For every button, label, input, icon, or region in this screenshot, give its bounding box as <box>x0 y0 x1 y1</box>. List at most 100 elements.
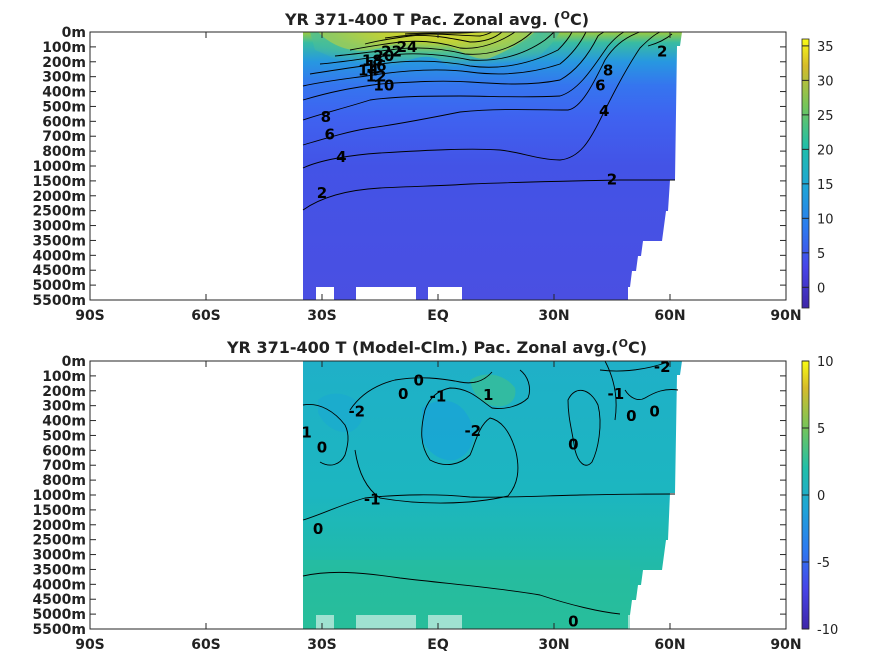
y-tick-label: 100m <box>42 369 86 385</box>
chart-title: YR 371-400 T (Model-Clm.) Pac. Zonal avg… <box>226 337 647 358</box>
colorbar-tick-label: -5 <box>817 556 830 571</box>
contour-label: -2 <box>654 358 671 376</box>
temperature-field <box>303 32 682 300</box>
contour-label: 0 <box>568 435 578 453</box>
y-tick-label: 2500m <box>32 204 86 220</box>
contour-lines <box>302 360 679 615</box>
y-tick-label: 3500m <box>32 562 86 578</box>
contour-label: -2 <box>464 422 481 440</box>
y-tick-label: 300m <box>42 70 86 86</box>
x-tick-label: 30N <box>538 308 569 324</box>
y-tick-label: 600m <box>42 443 86 459</box>
x-tick-label: 60S <box>191 308 221 324</box>
contour-label: 2 <box>607 170 617 188</box>
contour-label: -2 <box>348 403 365 421</box>
colorbar-tick-label: 10 <box>817 355 834 370</box>
contour-label: 2 <box>657 42 667 60</box>
contour-label: -1 <box>608 385 625 403</box>
contour-label: 2 <box>317 184 327 202</box>
contour-label: -1 <box>364 490 381 508</box>
contour-label: 16 <box>366 57 387 75</box>
x-tick-label: 90N <box>770 637 801 653</box>
contour-label: 0 <box>649 403 659 421</box>
y-tick-label: 2500m <box>32 533 86 549</box>
contour-label: 20 <box>373 47 394 65</box>
contour-label: 1 <box>483 386 493 404</box>
colorbar-ticks: 10 5 0 -5 -10 <box>802 355 838 638</box>
y-tick-label: 500m <box>42 428 86 444</box>
x-axis: 90S 60S 30S EQ 30N 60N 90N <box>75 32 802 324</box>
contour-label: -1 <box>430 388 447 406</box>
colorbar-tick-label: 25 <box>817 109 834 124</box>
contour-label: 4 <box>599 102 609 120</box>
y-tick-label: 200m <box>42 384 86 400</box>
y-tick-label: 800m <box>42 144 86 160</box>
contour-label: 6 <box>595 77 605 95</box>
y-tick-label: 4500m <box>32 263 86 279</box>
y-tick-label: 5000m <box>32 278 86 294</box>
colorbar-tick-label: -10 <box>817 623 838 638</box>
y-tick-label: 400m <box>42 85 86 101</box>
contour-label: 22 <box>381 42 402 60</box>
x-tick-label: 30S <box>307 308 337 324</box>
contour-label: 0 <box>313 520 323 538</box>
contour-label: 0 <box>317 438 327 456</box>
y-tick-label: 1000m <box>32 488 86 504</box>
x-tick-label: 60N <box>654 637 685 653</box>
colorbar-scale <box>801 38 810 309</box>
y-tick-label: 300m <box>42 399 86 415</box>
contour-label: 0 <box>413 371 423 389</box>
contour-label: 0 <box>398 385 408 403</box>
contour-label: 14 <box>358 62 379 80</box>
contour-label: 10 <box>373 77 394 95</box>
y-tick-label: 1000m <box>32 159 86 175</box>
y-tick-label: 1500m <box>32 174 86 190</box>
bottom-panel: YR 371-400 T (Model-Clm.) Pac. Zonal avg… <box>32 337 838 654</box>
colorbar-tick-label: 10 <box>817 212 834 227</box>
colorbar-tick-label: 30 <box>817 74 834 89</box>
y-tick-label: 0m <box>62 25 86 41</box>
colorbar-tick-label: 35 <box>817 40 834 55</box>
top-panel: YR 371-400 T Pac. Zonal avg. (OC) 242220… <box>32 9 833 325</box>
contour-label: 8 <box>321 108 331 126</box>
y-tick-label: 5500m <box>32 622 86 638</box>
y-tick-label: 100m <box>42 40 86 56</box>
colorbar-tick-label: 0 <box>817 281 825 296</box>
y-tick-label: 400m <box>42 414 86 430</box>
temperature-difference-field <box>303 361 682 629</box>
y-tick-label: 4500m <box>32 592 86 608</box>
y-tick-label: 4000m <box>32 248 86 264</box>
y-tick-label: 700m <box>42 129 86 145</box>
y-tick-label: 3000m <box>32 548 86 564</box>
contour-label: 18 <box>362 51 383 69</box>
contour-label: 4 <box>336 148 346 166</box>
y-tick-label: 0m <box>62 354 86 370</box>
y-tick-label: 5000m <box>32 607 86 623</box>
contour-label: 8 <box>603 62 613 80</box>
y-tick-label: 2000m <box>32 189 86 205</box>
y-tick-label: 3000m <box>32 219 86 235</box>
y-tick-label: 500m <box>42 99 86 115</box>
x-tick-label: 90S <box>75 637 105 653</box>
x-axis: 90S 60S 30S EQ 30N 60N 90N <box>75 361 802 653</box>
colorbar-tick-label: 0 <box>817 489 825 504</box>
x-tick-label: EQ <box>427 308 449 324</box>
x-tick-label: 60N <box>654 308 685 324</box>
y-tick-label: 600m <box>42 114 86 130</box>
x-tick-label: 30S <box>307 637 337 653</box>
y-tick-label: 4000m <box>32 577 86 593</box>
contour-label: 0 <box>568 613 578 631</box>
contour-labels: 00-1 1-2-210-100-10 0-20 <box>301 358 670 631</box>
x-tick-label: 90S <box>75 308 105 324</box>
contour-label: 1 <box>301 423 311 441</box>
y-tick-label: 5500m <box>32 293 86 309</box>
x-tick-label: 90N <box>770 308 801 324</box>
y-tick-label: 3500m <box>32 233 86 249</box>
y-axis: 0m100m200m300m400m500m600m700m800m1000m1… <box>32 25 786 309</box>
y-tick-label: 800m <box>42 473 86 489</box>
contour-lines <box>302 31 675 211</box>
y-tick-label: 200m <box>42 55 86 71</box>
contour-label: 6 <box>325 126 335 144</box>
